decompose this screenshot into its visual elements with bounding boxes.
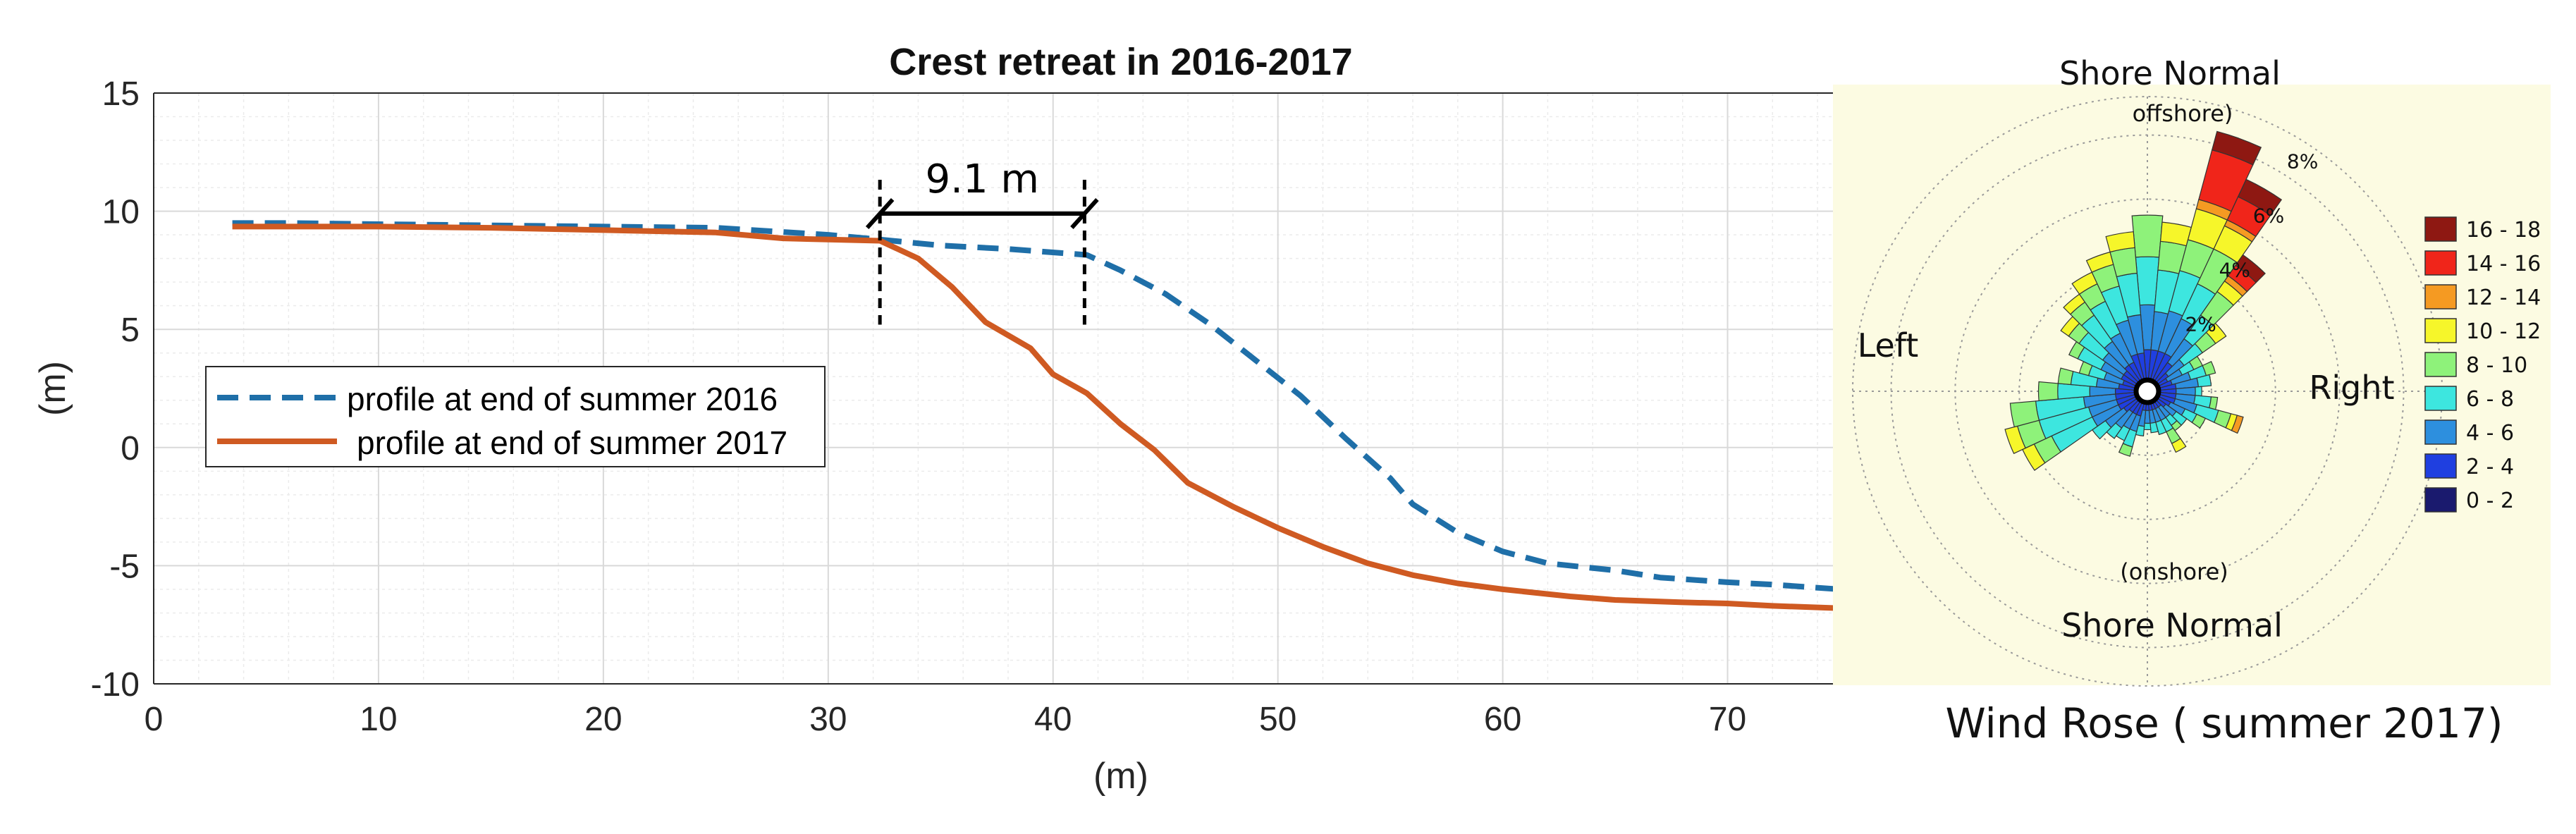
y-tick-label: 0 [121,430,140,467]
rose-wedge [2171,438,2187,453]
y-tick-label: 5 [121,312,140,349]
direction-label-bottom: Shore Normal [2061,606,2283,644]
rose-center-marker [2133,377,2161,405]
x-tick-label: 50 [1259,701,1296,738]
direction-sublabel-bottom: (onshore) [2120,558,2228,585]
retreat-annotation: 9.1 m [865,157,1099,325]
y-tick-label: -5 [109,548,140,585]
wind-rose-title: Wind Rose ( summer 2017) [1946,699,2503,747]
legend-swatch [2424,284,2457,309]
rose-wedge [2057,367,2074,386]
ring-label: 4% [2219,258,2250,281]
y-axis-label: (m) [32,361,73,416]
y-tick-label: 10 [102,194,140,231]
y-tick-label: -10 [91,666,140,704]
legend-swatch [2424,318,2457,343]
x-tick-label: 20 [584,701,622,738]
legend-bin-label: 8 - 10 [2466,353,2527,378]
legend-bin-label: 14 - 16 [2466,252,2541,276]
x-tick-label: 70 [1709,701,1746,738]
rose-wedge [2004,425,2026,455]
direction-label-left: Left [1858,326,1919,364]
rose-wedge [2009,400,2040,428]
rose-wedge [2131,214,2164,258]
rose-ring [2083,326,2212,456]
direction-sublabel-top: offshore) [2133,100,2233,127]
direction-label-top: Shore Normal [2059,54,2281,92]
rose-wedge [2118,443,2133,457]
legend: profile at end of summer 2016 profile at… [205,366,826,467]
rose-wedge [2235,254,2266,283]
legend-swatch [2424,352,2457,377]
rose-wedge [2237,178,2283,216]
y-tick-label: 15 [102,75,140,113]
rose-wedge [2191,413,2207,429]
x-tick-label: 60 [1484,701,1521,738]
x-tick-label: 40 [1034,701,1072,738]
legend-bin-label: 16 - 18 [2466,218,2541,243]
x-tick-label: 0 [145,701,164,738]
legend-bin-label: 2 - 4 [2466,455,2514,479]
legend-swatch [2424,487,2457,513]
legend-swatch [2424,419,2457,445]
legend-bin-label: 4 - 6 [2466,421,2514,446]
rose-legend: 16 - 18 14 - 16 12 - 14 10 - 12 8 - 10 6 - 8 4… [2424,216,2541,513]
x-axis-label: (m) [1093,756,1148,797]
x-tick-label: 10 [360,701,397,738]
rose-wedge [2211,130,2262,166]
annotation-label: 9.1 m [926,157,1039,202]
direction-label-right: Right [2309,369,2394,407]
annotation-tick [865,197,895,229]
legend-swatch [2424,250,2457,276]
legend-label-2016: profile at end of summer 2016 [347,381,778,417]
rose-wedge [2195,386,2202,397]
ring-label: 6% [2253,204,2284,227]
rose-ring-labels: 2% 4% 6% 8% [2185,149,2318,336]
rose-wedge [2149,422,2159,434]
rose-wedge [2202,361,2216,376]
x-tick-label: 30 [809,701,847,738]
legend-swatch [2424,386,2457,411]
rose-wedge [2037,381,2059,402]
rose-wedge [2196,374,2212,388]
legend-bin-label: 6 - 8 [2466,387,2514,412]
series-line-2016 [232,220,1841,592]
rose-wedge [2231,415,2244,434]
annotation-tick [1070,197,1099,229]
legend-swatch [2424,453,2457,479]
wind-rose-chart: 2% 4% 6% 8% Shore Normal offshore) Shore No… [1833,54,2551,747]
legend-bin-label: 0 - 2 [2466,489,2514,513]
rose-wedge [2205,322,2227,345]
chart-title: Crest retreat in 2016-2017 [889,41,1352,83]
legend-label-2017: profile at end of summer 2017 [357,424,787,461]
legend-bin-label: 12 - 14 [2466,286,2541,310]
rose-wedge [2143,422,2152,431]
ring-label: 8% [2287,149,2318,173]
ring-label: 2% [2185,312,2216,336]
series-layer [232,220,1841,611]
rose-wedge [2105,231,2135,253]
legend-bin-label: 10 - 12 [2466,319,2541,344]
legend-box [205,366,826,467]
series-line-2017 [232,223,1841,611]
legend-swatch [2424,216,2457,242]
